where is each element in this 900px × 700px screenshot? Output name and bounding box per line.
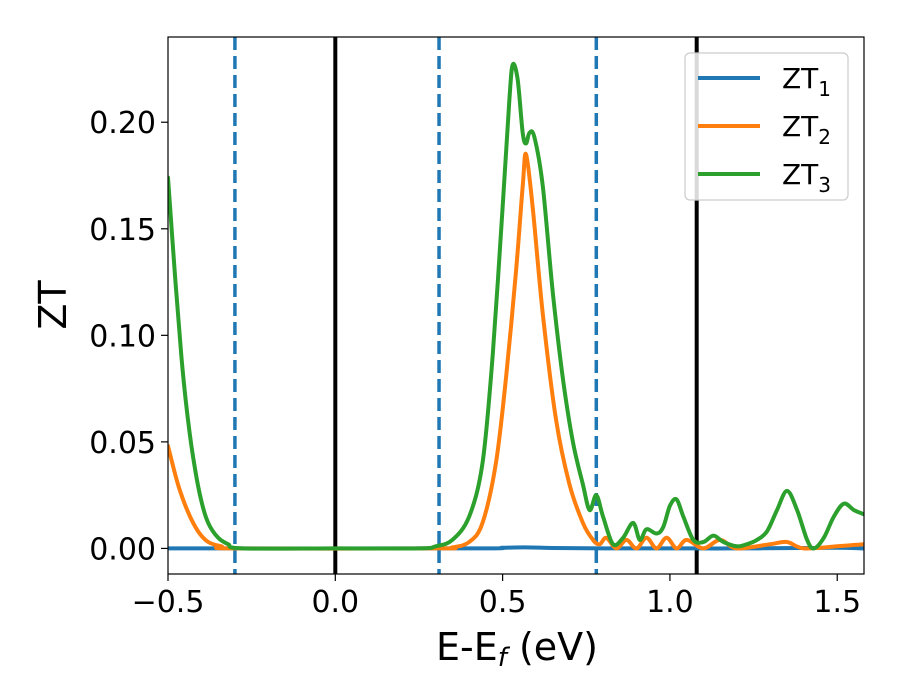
y-tick-label-4: 0.20	[89, 106, 156, 141]
x-tick-label-4: 1.5	[813, 585, 861, 620]
x-tick-label-3: 1.0	[646, 585, 694, 620]
legend: ZT1 ZT2 ZT3	[684, 52, 849, 201]
y-axis-title: ZT	[31, 280, 75, 330]
series-line-zt2	[168, 151, 864, 551]
y-tick-label-2: 0.10	[89, 319, 156, 354]
x-tick-label-1: 0.0	[311, 585, 359, 620]
plot-content	[168, 37, 864, 574]
axis-ticks: −0.5 0.0 0.5 1.0 1.5 0.00 0.05 0.10 0.15 0.20	[89, 106, 861, 620]
legend-label-zt1: ZT1	[782, 62, 831, 101]
axes-frame	[167, 36, 865, 575]
y-tick-label-0: 0.00	[89, 532, 156, 567]
x-tick-label-0: −0.5	[132, 585, 205, 620]
legend-label-zt3: ZT3	[782, 158, 831, 197]
x-tick-label-2: 0.5	[479, 585, 527, 620]
plot-area	[167, 36, 865, 575]
y-tick-label-1: 0.05	[89, 426, 156, 461]
x-axis-title: E-Ef (eV)	[436, 625, 598, 673]
legend-label-zt2: ZT2	[782, 110, 831, 149]
y-tick-label-3: 0.15	[89, 213, 156, 248]
series-line-zt3	[168, 61, 864, 551]
legend-box	[684, 52, 849, 201]
